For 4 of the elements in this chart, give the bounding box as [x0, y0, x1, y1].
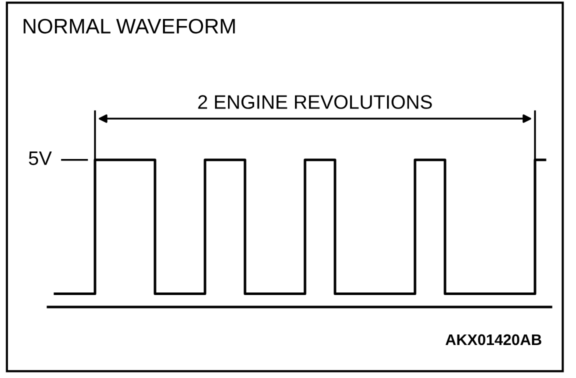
annotation: 5V — [28, 152, 52, 166]
text: 2 ENGINE REVOLUTIONS — [198, 95, 432, 109]
text: AKX01420AB — [446, 334, 542, 346]
chart-title: NORMAL WAVEFORM — [24, 18, 235, 34]
